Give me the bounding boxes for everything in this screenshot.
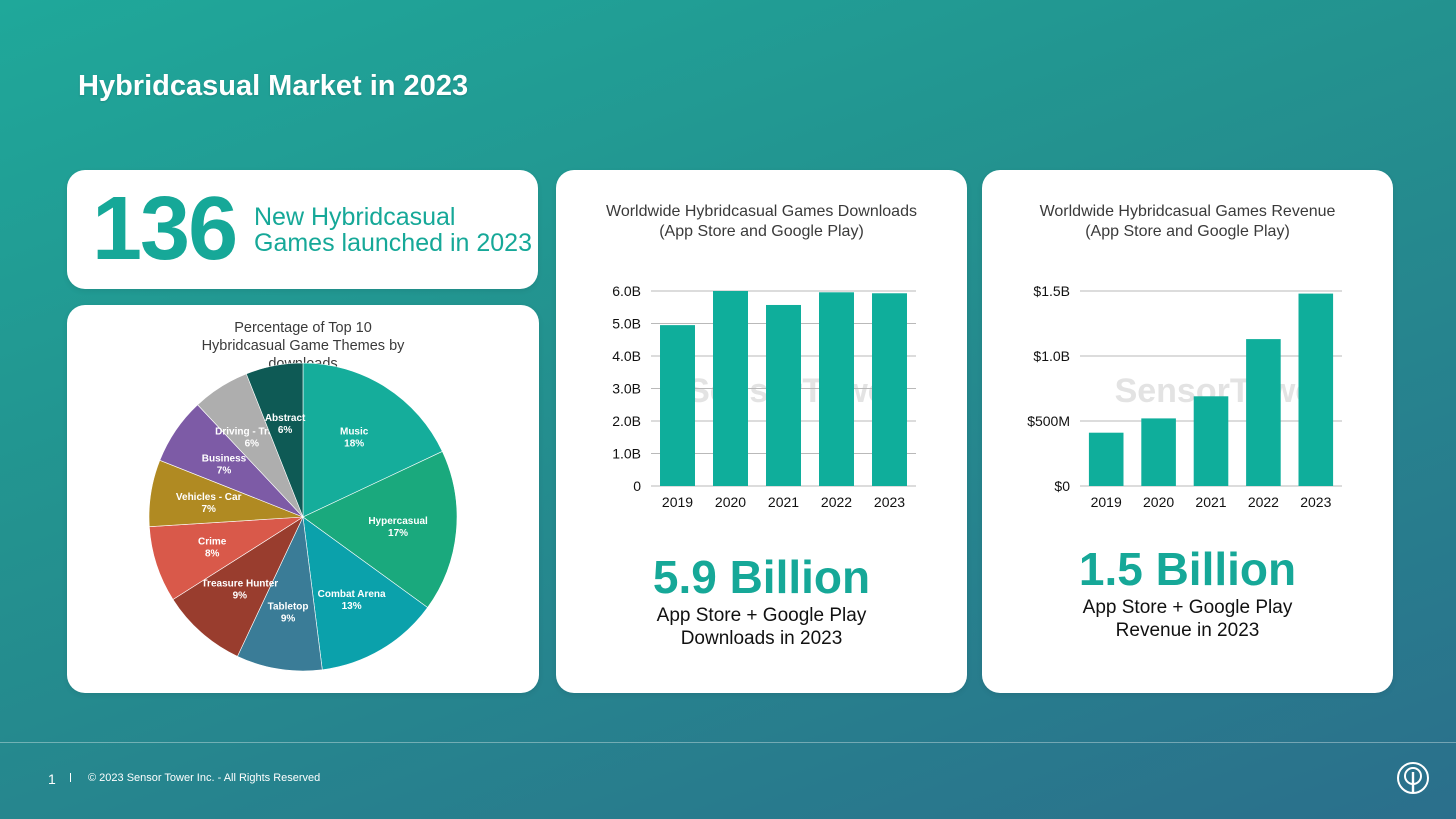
downloads-bar-2022 bbox=[819, 292, 854, 486]
downloads-bar-2023 bbox=[872, 293, 907, 486]
footer-divider bbox=[0, 742, 1456, 743]
pie-label-music: Music bbox=[340, 426, 369, 437]
revenue-bar-2023 bbox=[1298, 293, 1334, 486]
pie-value-crime: 8% bbox=[205, 549, 220, 560]
pie-label-crime: Crime bbox=[198, 537, 227, 548]
pie-slice-tabletop bbox=[237, 515, 323, 672]
page-number: 1 bbox=[48, 771, 56, 787]
revenue-headline: 1.5 Billion bbox=[1078, 543, 1297, 595]
downloads-ytick-label: 5.0B bbox=[612, 316, 641, 332]
downloads-xtick-label: 2023 bbox=[874, 494, 905, 510]
downloads-bar-chart: SensorTower01.0B2.0B3.0B4.0B5.0B6.0B2019… bbox=[612, 283, 916, 510]
pie-label-driving-traffic: Driving - Traffic bbox=[215, 426, 289, 437]
pie-slice-hypercasual bbox=[302, 451, 458, 608]
pie-slice-treasure-hunter bbox=[172, 516, 304, 657]
downloads-ytick-label: 3.0B bbox=[612, 381, 641, 397]
revenue-chart-title: Worldwide Hybridcasual Games Revenue (Ap… bbox=[1039, 203, 1336, 240]
pie-value-business: 7% bbox=[217, 465, 232, 476]
pie-label-hypercasual: Hypercasual bbox=[368, 516, 428, 527]
pie-value-hypercasual: 17% bbox=[388, 528, 408, 539]
downloads-xtick-label: 2022 bbox=[821, 494, 852, 510]
downloads-ytick-label: 2.0B bbox=[612, 413, 641, 429]
new-games-count: 136 bbox=[92, 179, 238, 279]
pie-slice-music bbox=[302, 362, 443, 518]
pie-value-abstract: 6% bbox=[278, 425, 293, 436]
pie-label-vehicles-car: Vehicles - Car bbox=[176, 492, 242, 503]
pie-label-abstract: Abstract bbox=[265, 413, 306, 424]
downloads-ytick-label: 1.0B bbox=[612, 446, 641, 462]
sensor-tower-logo-icon bbox=[1397, 762, 1429, 794]
new-games-label: New Hybridcasual Games launched in 2023 bbox=[254, 203, 532, 257]
downloads-ytick-label: 6.0B bbox=[612, 283, 641, 299]
pie-label-business: Business bbox=[202, 453, 247, 464]
downloads-card: Worldwide Hybridcasual Games Downloads (… bbox=[556, 170, 967, 693]
copyright-text: © 2023 Sensor Tower Inc. - All Rights Re… bbox=[88, 772, 321, 784]
revenue-xtick-label: 2023 bbox=[1300, 494, 1331, 510]
pie-label-combat-arena: Combat Arena bbox=[318, 589, 386, 600]
revenue-bar-2021 bbox=[1193, 396, 1229, 486]
revenue-bar-2022 bbox=[1246, 339, 1281, 486]
pie-label-tabletop: Tabletop bbox=[268, 601, 309, 612]
revenue-xtick-label: 2022 bbox=[1248, 494, 1279, 510]
revenue-subline-2: Revenue in 2023 bbox=[1115, 620, 1260, 641]
new-games-stat-card: 136 New Hybridcasual Games launched in 2… bbox=[67, 170, 538, 289]
pie-value-driving-traffic: 6% bbox=[245, 438, 260, 449]
downloads-ytick-label: 0 bbox=[633, 478, 641, 494]
downloads-xtick-label: 2020 bbox=[715, 494, 746, 510]
downloads-xtick-label: 2019 bbox=[662, 494, 693, 510]
revenue-ytick-label: $1.0B bbox=[1033, 348, 1070, 364]
downloads-headline: 5.9 Billion bbox=[652, 551, 871, 603]
downloads-bar-2021 bbox=[766, 304, 801, 486]
pie-value-vehicles-car: 7% bbox=[201, 504, 216, 515]
revenue-bar-2020 bbox=[1141, 418, 1176, 486]
downloads-chart-title: Worldwide Hybridcasual Games Downloads (… bbox=[606, 203, 917, 240]
downloads-bar-2019 bbox=[660, 325, 695, 486]
revenue-subline-1: App Store + Google Play bbox=[1082, 597, 1293, 618]
revenue-xtick-label: 2019 bbox=[1091, 494, 1122, 510]
pie-value-music: 18% bbox=[344, 438, 364, 449]
themes-pie-card: Percentage of Top 10 Hybridcasual Game T… bbox=[67, 305, 539, 693]
pie-value-treasure-hunter: 9% bbox=[233, 591, 248, 602]
downloads-xtick-label: 2021 bbox=[768, 494, 799, 510]
downloads-subline-2: Downloads in 2023 bbox=[680, 628, 843, 649]
pie-slice-abstract bbox=[245, 362, 304, 518]
revenue-card: Worldwide Hybridcasual Games Revenue (Ap… bbox=[982, 170, 1393, 693]
revenue-xtick-label: 2020 bbox=[1143, 494, 1174, 510]
revenue-bar-2019 bbox=[1088, 432, 1124, 486]
pie-label-treasure-hunter: Treasure Hunter bbox=[202, 579, 279, 590]
revenue-ytick-label: $500M bbox=[1027, 413, 1070, 429]
downloads-bar-2020 bbox=[713, 291, 748, 486]
revenue-ytick-label: $1.5B bbox=[1033, 283, 1070, 299]
pie-slice-combat-arena bbox=[302, 516, 429, 671]
revenue-ytick-label: $0 bbox=[1054, 478, 1070, 494]
footer-separator bbox=[70, 773, 71, 782]
pie-value-tabletop: 9% bbox=[281, 613, 296, 624]
pie-value-combat-arena: 13% bbox=[342, 601, 362, 612]
revenue-xtick-label: 2021 bbox=[1195, 494, 1226, 510]
downloads-ytick-label: 4.0B bbox=[612, 348, 641, 364]
page-title: Hybridcasual Market in 2023 bbox=[78, 70, 469, 102]
downloads-subline-1: App Store + Google Play bbox=[656, 605, 867, 626]
